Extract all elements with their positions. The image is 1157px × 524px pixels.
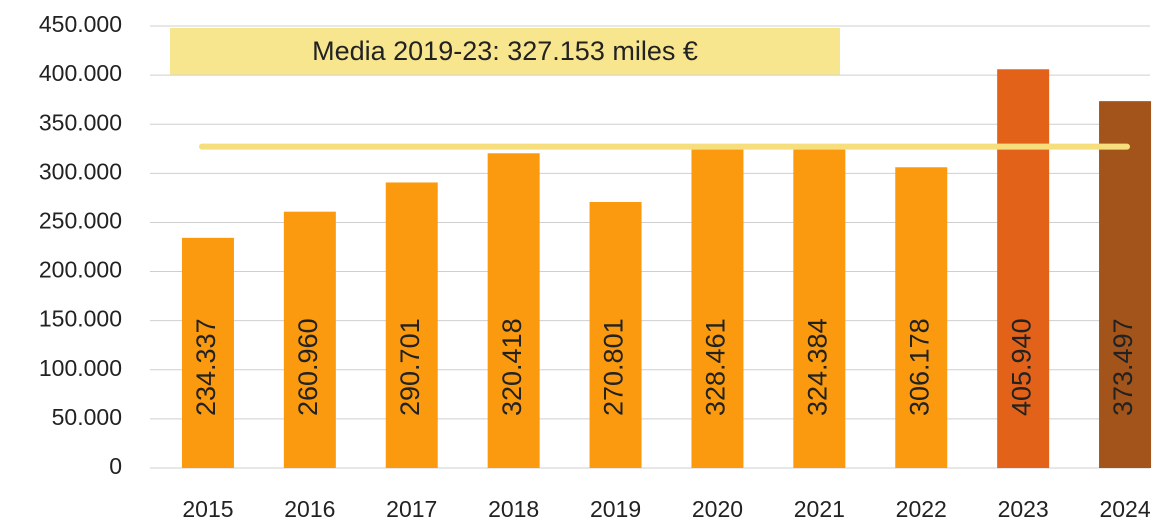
bar (283, 211, 336, 468)
annotation-box (170, 28, 840, 75)
x-tick-label: 2023 (998, 496, 1049, 522)
y-tick-label: 50.000 (52, 404, 122, 430)
y-tick-label: 0 (109, 453, 122, 479)
y-tick-label: 300.000 (39, 158, 122, 184)
value-label: 270.801 (599, 318, 629, 416)
value-label: 234.337 (191, 318, 221, 416)
y-tick-label: 200.000 (39, 257, 122, 283)
value-label: 324.384 (802, 318, 832, 416)
value-label: 373.497 (1108, 318, 1138, 416)
y-tick-label: 250.000 (39, 208, 122, 234)
y-tick-label: 100.000 (39, 355, 122, 381)
value-label: 290.701 (395, 318, 425, 416)
x-tick-label: 2015 (182, 496, 233, 522)
x-tick-label: 2019 (590, 496, 641, 522)
annotation: Media 2019-23: 327.153 miles € (312, 36, 698, 66)
bar (385, 182, 438, 468)
x-tick-label: 2018 (488, 496, 539, 522)
value-label: 320.418 (497, 318, 527, 416)
x-tick-label: 2020 (692, 496, 743, 522)
value-label: 306.178 (904, 318, 934, 416)
bar (487, 153, 540, 468)
bar (793, 149, 846, 469)
bar (997, 69, 1050, 469)
x-tick-label: 2021 (794, 496, 845, 522)
x-tick-label: 2016 (284, 496, 335, 522)
y-tick-label: 350.000 (39, 109, 122, 135)
y-tick-label: 450.000 (39, 11, 122, 37)
y-tick-label: 150.000 (39, 306, 122, 332)
bar (589, 202, 642, 468)
y-tick-label: 400.000 (39, 60, 122, 86)
x-tick-label: 2017 (386, 496, 437, 522)
bar (181, 237, 234, 468)
value-label: 328.461 (701, 318, 731, 416)
bar (691, 145, 744, 469)
x-tick-label: 2024 (1099, 496, 1150, 522)
x-tick-label: 2022 (896, 496, 947, 522)
value-label: 405.940 (1006, 318, 1036, 416)
bar (1099, 101, 1152, 468)
bar (895, 167, 948, 468)
value-label: 260.960 (293, 318, 323, 416)
